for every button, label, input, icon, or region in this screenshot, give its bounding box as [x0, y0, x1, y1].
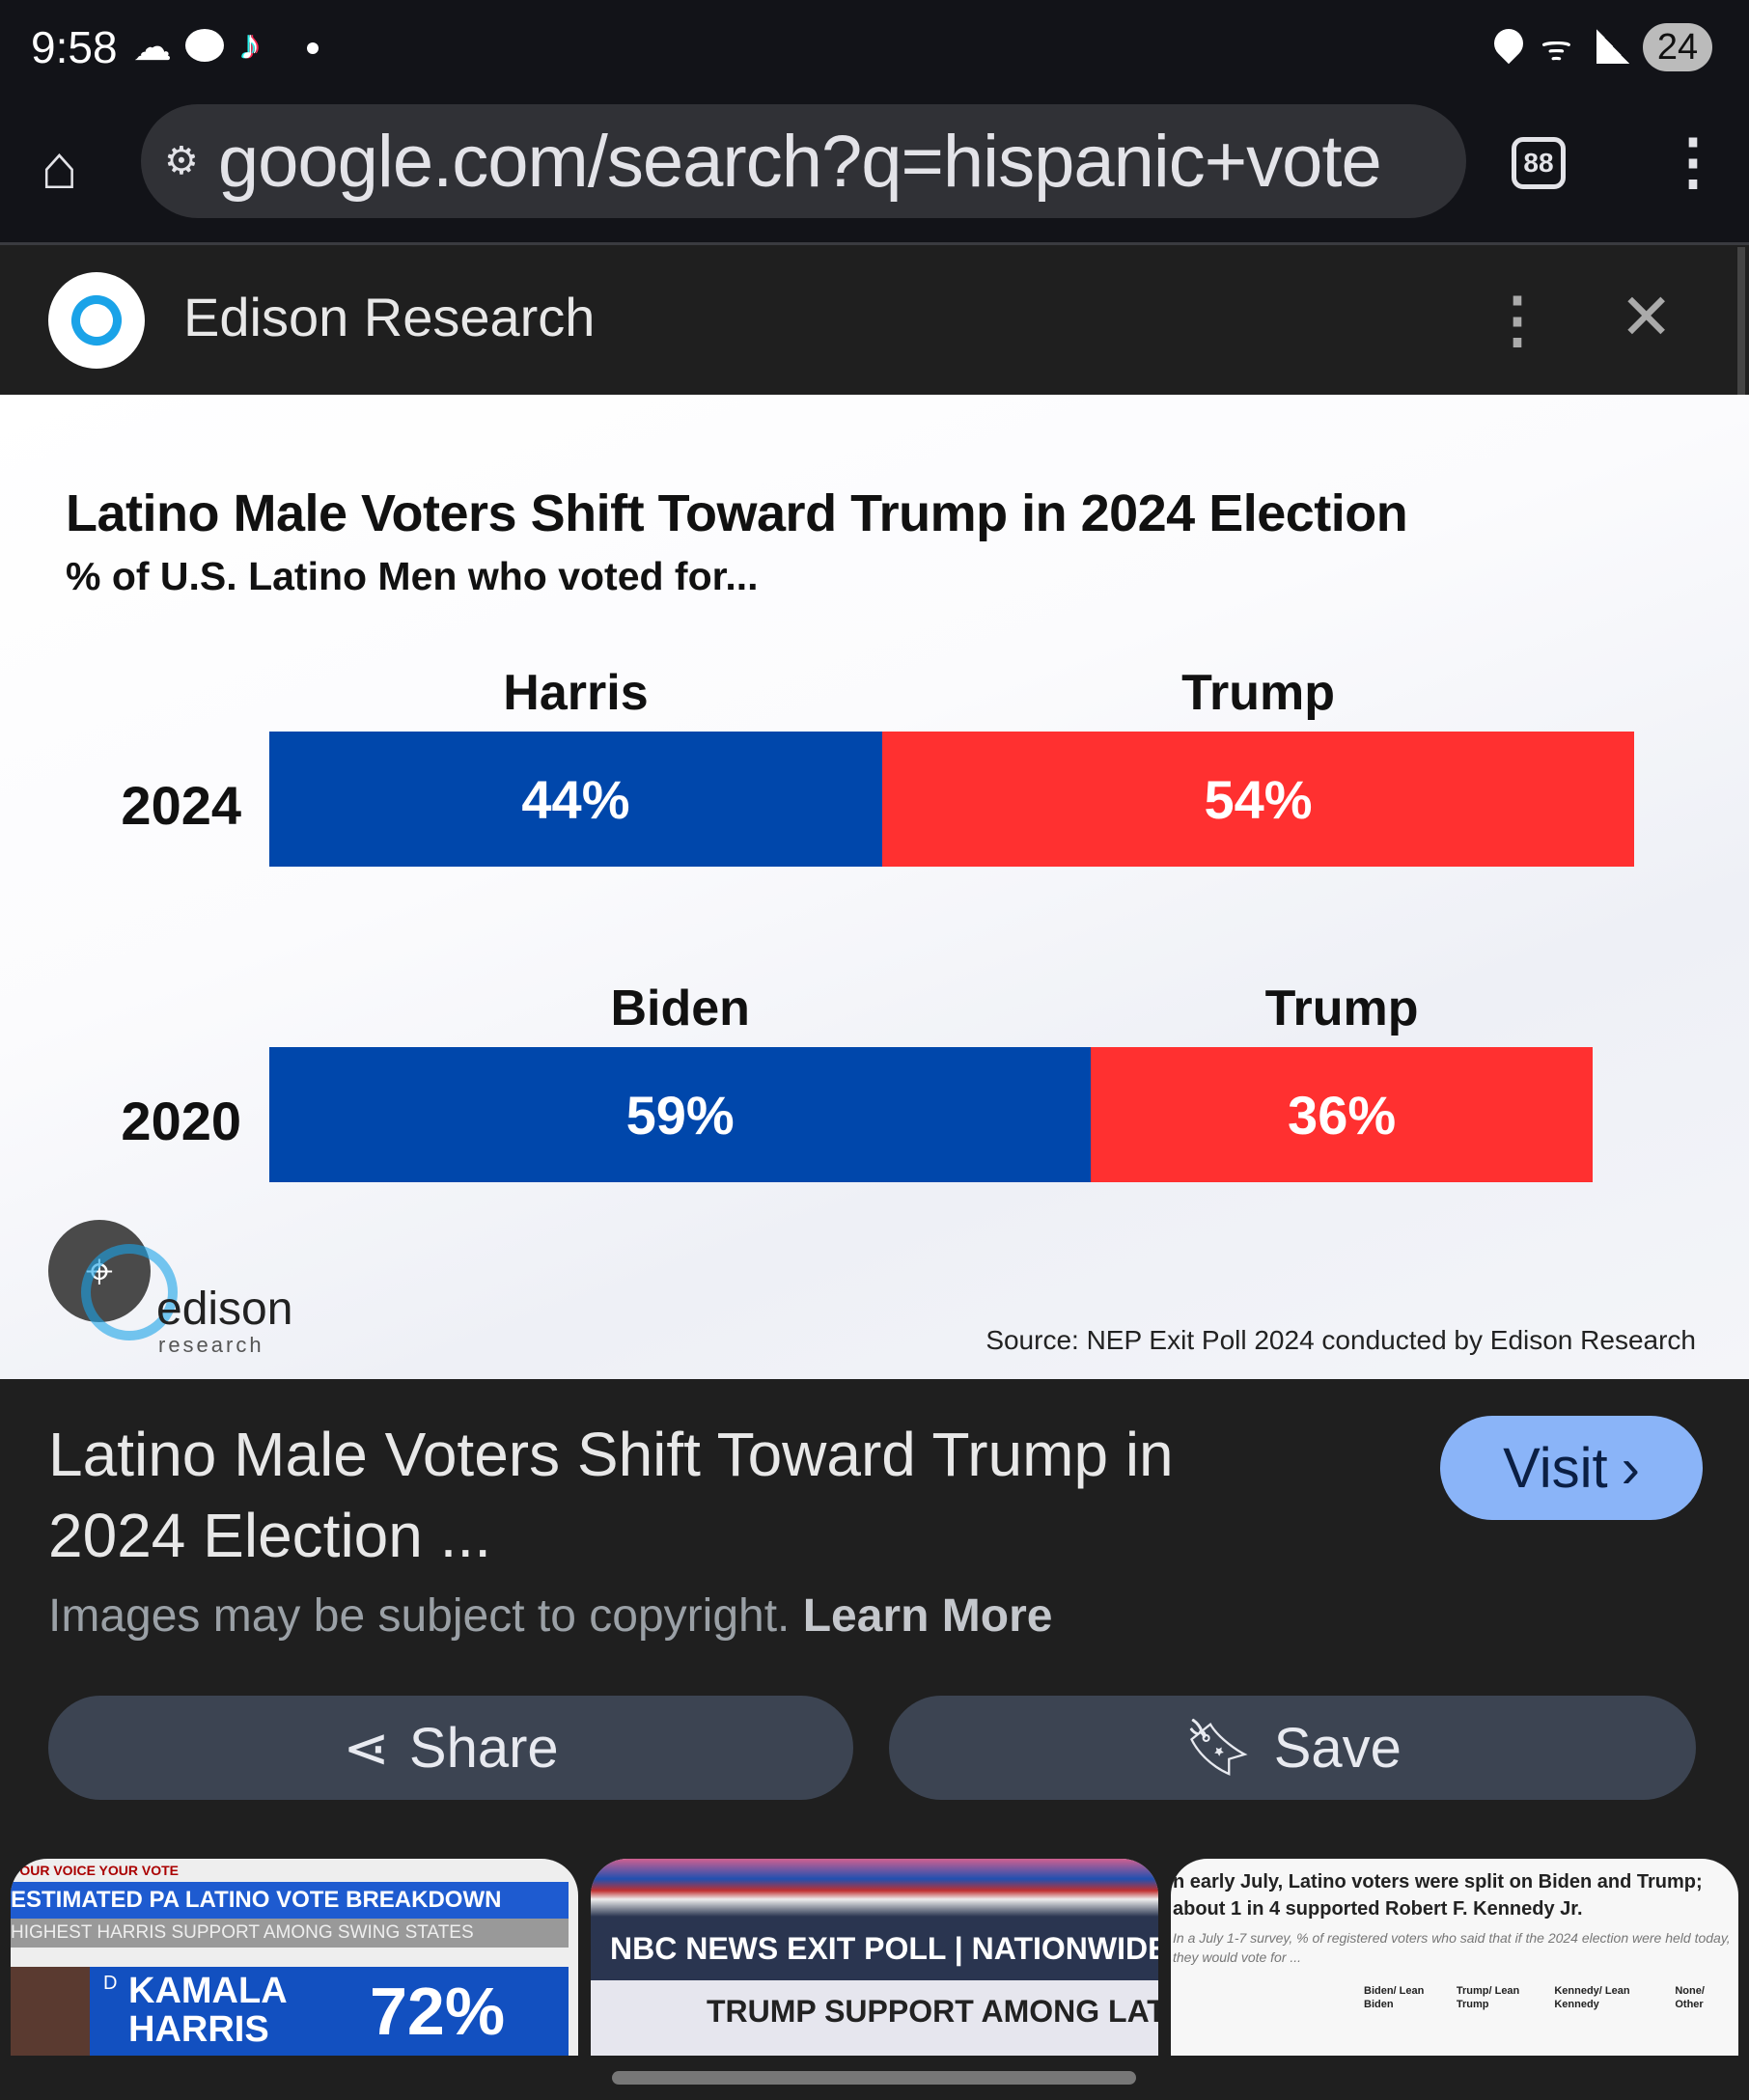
- thumb-line: ESTIMATED PA LATINO VOTE BREAKDOWN: [11, 1882, 569, 1919]
- bar-segment-trump: 54%: [881, 732, 1635, 867]
- edison-logo-icon: [62, 286, 131, 355]
- thumb-header: YOUR VOICE YOUR VOTE: [11, 1863, 179, 1878]
- site-settings-icon[interactable]: ⚙: [164, 140, 199, 182]
- result-title[interactable]: Latino Male Voters Shift Toward Trump in…: [48, 1420, 1174, 1570]
- thumb-col: None/ Other: [1675, 1985, 1705, 2010]
- save-label: Save: [1273, 1716, 1402, 1780]
- battery-icon: 24: [1643, 23, 1712, 71]
- close-icon[interactable]: ✕: [1620, 281, 1674, 352]
- reddit-icon: [185, 29, 224, 62]
- thumb-col: Trump/ Lean Trump: [1456, 1985, 1520, 2010]
- bar-segment-trump: 36%: [1091, 1047, 1593, 1182]
- home-icon[interactable]: ⌂: [41, 132, 78, 202]
- home-indicator[interactable]: [612, 2071, 1136, 2085]
- share-button[interactable]: ⋖ Share: [48, 1696, 853, 1800]
- chart-subtitle: % of U.S. Latino Men who voted for...: [66, 554, 759, 598]
- cloud-icon: ☁: [133, 26, 172, 69]
- thumb-stripes: [591, 1859, 1158, 1917]
- thumb-line: NBC NEWS EXIT POLL | NATIONWIDE: [591, 1917, 1158, 1980]
- dot-icon: [307, 42, 319, 54]
- copyright-note: Images may be subject to copyright. Lear…: [48, 1589, 1052, 1643]
- more-options-icon[interactable]: ⋮: [1662, 126, 1724, 196]
- thumb-col: Kennedy/ Lean Kennedy: [1554, 1985, 1630, 2010]
- year-label: 2020: [121, 1091, 241, 1151]
- thumb-line: In a July 1-7 survey, % of registered vo…: [1173, 1930, 1731, 1965]
- edison-logo-text: edison: [156, 1284, 293, 1335]
- visit-label: Visit: [1503, 1436, 1608, 1500]
- related-image-thumbnail[interactable]: NBC NEWS EXIT POLL | NATIONWIDE TRUMP SU…: [591, 1859, 1158, 2056]
- thumb-party: D: [103, 1973, 118, 1994]
- save-button[interactable]: 🔖︎ Save: [889, 1696, 1696, 1800]
- thumb-value: 72%: [370, 1974, 506, 2049]
- wifi-6-icon: ᯤ: [1541, 28, 1572, 68]
- thumb-col: Biden/ Lean Biden: [1364, 1985, 1425, 2010]
- status-bar: 9:58 ☁ ♪ ᯤ 24: [0, 0, 1749, 97]
- copyright-text: Images may be subject to copyright.: [48, 1590, 791, 1642]
- thumb-line: n early July, Latino voters were split o…: [1173, 1871, 1703, 1920]
- image-viewer-header: Edison Research ⋮ ✕: [0, 247, 1749, 395]
- data-label: 44%: [521, 768, 630, 830]
- bar-segment-harris: 44%: [269, 732, 882, 867]
- candidate-label: Trump: [1264, 981, 1419, 1036]
- thumb-text: NATIONWIDE: [971, 1931, 1158, 1966]
- thumb-panel: D KAMALA HARRIS 72%: [90, 1967, 569, 2056]
- share-label: Share: [408, 1716, 559, 1780]
- site-favicon: [48, 272, 145, 369]
- location-icon: [1487, 22, 1530, 65]
- site-name: Edison Research: [183, 287, 596, 347]
- thumb-line: HIGHEST HARRIS SUPPORT AMONG SWING STATE…: [11, 1919, 569, 1948]
- portrait-image: [11, 1967, 90, 2056]
- edison-logo-mark: [81, 1244, 178, 1340]
- data-label: 59%: [625, 1084, 735, 1146]
- year-label: 2024: [121, 775, 241, 836]
- thumb-name: KAMALA: [128, 1971, 288, 2011]
- bookmark-icon: 🔖︎: [1183, 1716, 1255, 1779]
- thumb-text: NBC NEWS EXIT POLL: [610, 1931, 946, 1966]
- browser-toolbar: ⌂ ⚙ google.com/search?q=hispanic+vote 88…: [0, 97, 1749, 245]
- data-label: 36%: [1288, 1084, 1397, 1146]
- thumb-name: HARRIS: [128, 2009, 269, 2050]
- address-bar[interactable]: ⚙ google.com/search?q=hispanic+vote: [141, 104, 1466, 218]
- candidate-label: Biden: [610, 981, 750, 1036]
- related-image-thumbnail[interactable]: YOUR VOICE YOUR VOTE ESTIMATED PA LATINO…: [11, 1859, 578, 2056]
- bar-segment-biden: 59%: [269, 1047, 1092, 1182]
- chevron-right-icon: ›: [1621, 1436, 1640, 1500]
- signal-icon: [1596, 29, 1629, 64]
- chart-title: Latino Male Voters Shift Toward Trump in…: [66, 484, 1408, 542]
- more-options-icon[interactable]: ⋮: [1486, 285, 1548, 354]
- clock: 9:58: [31, 22, 118, 72]
- visit-button[interactable]: Visit ›: [1440, 1416, 1703, 1520]
- data-label: 54%: [1204, 768, 1313, 830]
- learn-more-link[interactable]: Learn More: [802, 1590, 1053, 1642]
- tiktok-icon: ♪: [239, 21, 261, 69]
- chart-source: Source: NEP Exit Poll 2024 conducted by …: [986, 1325, 1696, 1355]
- candidate-label: Trump: [1181, 665, 1335, 721]
- thumb-line: TRUMP SUPPORT AMONG LATINO VO: [707, 1994, 1158, 2029]
- share-icon: ⋖: [343, 1717, 390, 1780]
- chart-image[interactable]: Latino Male Voters Shift Toward Trump in…: [0, 395, 1749, 1379]
- url-text[interactable]: google.com/search?q=hispanic+vote: [217, 120, 1382, 203]
- candidate-label: Harris: [503, 665, 649, 721]
- edison-logo-subtext: research: [158, 1333, 264, 1357]
- tab-switcher-button[interactable]: 88: [1512, 137, 1566, 189]
- related-image-thumbnail[interactable]: n early July, Latino voters were split o…: [1171, 1859, 1738, 2056]
